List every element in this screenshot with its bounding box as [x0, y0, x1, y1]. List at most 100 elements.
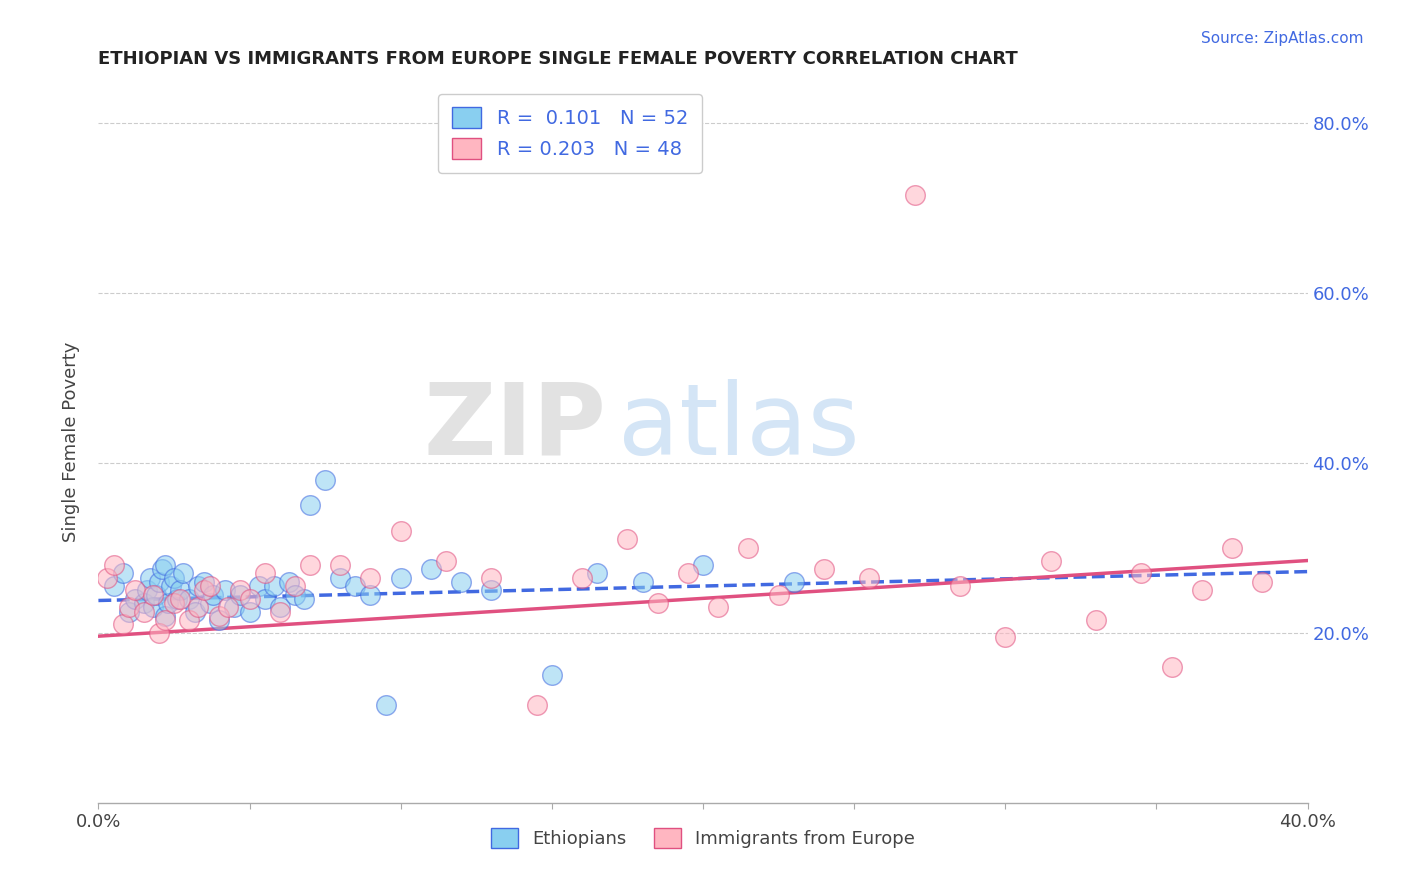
Point	[360, 588, 382, 602]
Point	[1039, 553, 1062, 567]
Point	[145, 588, 167, 602]
Point	[299, 558, 322, 572]
Point	[153, 608, 176, 623]
Point	[949, 579, 972, 593]
Point	[292, 591, 315, 606]
Y-axis label: Single Female Poverty: Single Female Poverty	[62, 342, 80, 541]
Point	[124, 591, 146, 606]
Point	[200, 596, 222, 610]
Point	[647, 596, 669, 610]
Point	[284, 579, 307, 593]
Point	[858, 570, 880, 584]
Point	[1085, 613, 1108, 627]
Point	[124, 583, 146, 598]
Point	[239, 605, 262, 619]
Point	[329, 570, 352, 584]
Point	[111, 566, 134, 581]
Point	[224, 600, 246, 615]
Point	[229, 583, 252, 598]
Point	[118, 605, 141, 619]
Point	[481, 570, 503, 584]
Point	[253, 591, 276, 606]
Point	[184, 605, 207, 619]
Point	[263, 579, 285, 593]
Legend: Ethiopians, Immigrants from Europe: Ethiopians, Immigrants from Europe	[484, 821, 922, 855]
Point	[571, 570, 593, 584]
Point	[904, 188, 927, 202]
Point	[142, 600, 165, 615]
Point	[994, 630, 1017, 644]
Point	[214, 583, 236, 598]
Point	[179, 613, 201, 627]
Point	[360, 570, 382, 584]
Point	[540, 668, 562, 682]
Text: Source: ZipAtlas.com: Source: ZipAtlas.com	[1201, 31, 1364, 46]
Point	[202, 588, 225, 602]
Point	[813, 562, 835, 576]
Point	[142, 588, 165, 602]
Point	[153, 613, 176, 627]
Point	[132, 596, 155, 610]
Point	[616, 533, 638, 547]
Point	[374, 698, 396, 712]
Point	[200, 579, 222, 593]
Point	[277, 574, 299, 589]
Point	[153, 558, 176, 572]
Point	[586, 566, 609, 581]
Point	[1130, 566, 1153, 581]
Point	[344, 579, 367, 593]
Point	[160, 579, 183, 593]
Point	[163, 596, 186, 610]
Point	[139, 570, 162, 584]
Point	[111, 617, 134, 632]
Point	[148, 625, 170, 640]
Point	[148, 574, 170, 589]
Point	[118, 600, 141, 615]
Point	[172, 566, 194, 581]
Point	[247, 579, 270, 593]
Point	[103, 579, 125, 593]
Point	[269, 600, 291, 615]
Point	[103, 558, 125, 572]
Point	[217, 600, 239, 615]
Point	[169, 583, 191, 598]
Point	[193, 583, 215, 598]
Point	[1251, 574, 1274, 589]
Point	[284, 588, 307, 602]
Point	[229, 588, 252, 602]
Point	[163, 570, 186, 584]
Point	[1191, 583, 1213, 598]
Point	[1220, 541, 1243, 555]
Point	[269, 605, 291, 619]
Point	[676, 566, 699, 581]
Point	[314, 473, 336, 487]
Point	[150, 562, 173, 576]
Point	[208, 613, 231, 627]
Point	[768, 588, 790, 602]
Point	[434, 553, 457, 567]
Point	[96, 570, 118, 584]
Text: atlas: atlas	[619, 378, 860, 475]
Point	[187, 600, 209, 615]
Text: ZIP: ZIP	[423, 378, 606, 475]
Point	[707, 600, 730, 615]
Point	[187, 579, 209, 593]
Point	[450, 574, 472, 589]
Point	[692, 558, 714, 572]
Point	[253, 566, 276, 581]
Point	[631, 574, 654, 589]
Point	[132, 605, 155, 619]
Point	[166, 591, 188, 606]
Point	[179, 591, 201, 606]
Point	[329, 558, 352, 572]
Point	[193, 574, 215, 589]
Point	[737, 541, 759, 555]
Point	[135, 583, 157, 598]
Point	[239, 591, 262, 606]
Point	[208, 608, 231, 623]
Point	[389, 524, 412, 538]
Point	[389, 570, 412, 584]
Point	[526, 698, 548, 712]
Point	[156, 596, 179, 610]
Text: ETHIOPIAN VS IMMIGRANTS FROM EUROPE SINGLE FEMALE POVERTY CORRELATION CHART: ETHIOPIAN VS IMMIGRANTS FROM EUROPE SING…	[98, 50, 1018, 68]
